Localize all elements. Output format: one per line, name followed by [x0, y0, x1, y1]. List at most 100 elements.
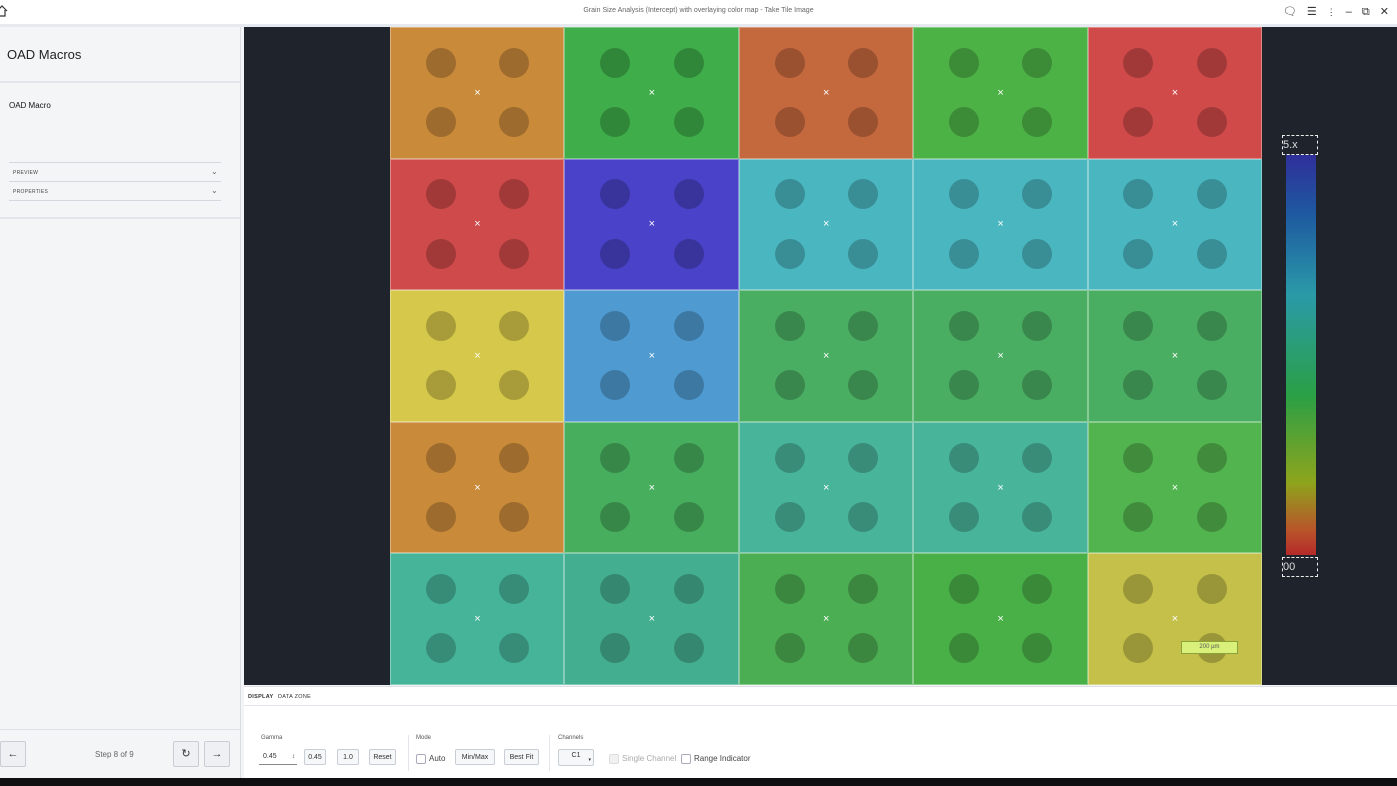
arrow-right-icon: → [211, 748, 223, 760]
pad-mark [673, 574, 704, 605]
tile-center-marker[interactable]: × [822, 481, 830, 494]
tile-image[interactable]: × × × × × × × × × × × × × × × × × × × × × × × × × [390, 27, 1262, 685]
minimize-icon[interactable]: – [1345, 6, 1352, 18]
analysis-tile[interactable]: × [564, 421, 739, 554]
tile-center-marker[interactable]: × [648, 349, 656, 362]
pad-mark [949, 370, 980, 401]
tile-center-marker[interactable]: × [1171, 481, 1179, 494]
analysis-tile[interactable]: × [564, 290, 739, 422]
tile-center-marker[interactable]: × [648, 218, 656, 231]
tile-center-marker[interactable]: × [822, 86, 830, 99]
analysis-tile[interactable]: × [738, 158, 914, 291]
analysis-tile[interactable]: × [1087, 421, 1262, 554]
pad-mark [1123, 442, 1154, 473]
image-viewer[interactable]: × × × × × × × × × × × × × × × × × × × × × × × × × 200 µm 5.x 00 [244, 27, 1397, 685]
pad-mark [1196, 501, 1227, 532]
colorbar-max-handle[interactable]: 5.x [1282, 135, 1318, 155]
range-indicator-checkbox[interactable] [681, 754, 691, 764]
tile-center-marker[interactable]: × [997, 613, 1004, 626]
analysis-tile[interactable]: × [738, 27, 914, 159]
pad-mark [1123, 179, 1154, 210]
tab-data-zone[interactable]: DATA ZONE [278, 694, 312, 700]
analysis-tile[interactable]: × [1087, 158, 1262, 291]
analysis-tile[interactable]: × [390, 158, 565, 291]
color-map-legend[interactable] [1286, 155, 1316, 555]
tile-center-marker[interactable]: × [997, 86, 1004, 99]
single-channel-checkbox[interactable] [609, 754, 619, 764]
gamma-reset-button[interactable]: Reset [369, 749, 396, 765]
analysis-tile[interactable]: × [738, 290, 914, 422]
auto-checkbox[interactable] [416, 754, 426, 764]
tab-display[interactable]: DISPLAY [248, 694, 274, 700]
analysis-tile[interactable]: × [1087, 290, 1262, 422]
tile-center-marker[interactable]: × [648, 86, 656, 99]
tile-center-marker[interactable]: × [997, 218, 1004, 231]
bestfit-button[interactable]: Best Fit [504, 749, 539, 765]
tile-center-marker[interactable]: × [648, 613, 656, 626]
analysis-tile[interactable]: × [913, 421, 1088, 554]
tile-center-marker[interactable]: × [474, 349, 481, 362]
tile-center-marker[interactable]: × [1171, 613, 1179, 626]
step-indicator: Step 8 of 9 [95, 750, 134, 759]
tile-center-marker[interactable]: × [474, 86, 481, 99]
tile-center-marker[interactable]: × [822, 349, 830, 362]
menu-icon[interactable]: ☰ [1306, 6, 1317, 18]
analysis-tile[interactable]: × [913, 158, 1088, 291]
close-icon[interactable]: ✕ [1379, 6, 1389, 18]
pad-mark [499, 370, 530, 401]
tile-center-marker[interactable]: × [997, 349, 1004, 362]
analysis-tile[interactable]: × [564, 27, 739, 159]
analysis-tile[interactable]: × [390, 421, 565, 554]
section-properties[interactable]: PROPERTIES ⌄ [9, 181, 221, 201]
pad-mark [425, 633, 456, 664]
gamma-preset-10[interactable]: 1.0 [337, 749, 359, 765]
analysis-tile[interactable]: × [913, 553, 1088, 685]
more-icon[interactable]: ⋮ [1326, 7, 1336, 17]
minmax-button[interactable]: Min/Max [455, 749, 495, 765]
gamma-preset-045[interactable]: 0.45 [304, 749, 326, 765]
tile-center-marker[interactable]: × [1171, 349, 1179, 362]
restore-icon[interactable]: ⧉ [1361, 6, 1370, 18]
spinner-icon[interactable]: ↕ [292, 754, 295, 760]
analysis-tile[interactable]: × [913, 27, 1088, 159]
pad-mark [949, 238, 980, 269]
back-button[interactable]: ← [0, 741, 26, 767]
refresh-button[interactable]: ↻ [173, 741, 199, 767]
analysis-tile[interactable]: × [738, 421, 914, 554]
analysis-tile[interactable]: × [738, 553, 914, 685]
chat-icon[interactable]: 🗨 [1282, 6, 1297, 18]
scale-bar: 200 µm [1181, 641, 1238, 654]
colorbar-min-handle[interactable]: 00 [1282, 557, 1318, 577]
section-preview[interactable]: PREVIEW ⌄ [9, 162, 221, 181]
tile-center-marker[interactable]: × [648, 481, 656, 494]
tile-center-marker[interactable]: × [1171, 86, 1179, 99]
tile-center-marker[interactable]: × [474, 218, 481, 231]
analysis-tile[interactable]: × [564, 158, 739, 291]
pad-mark [1196, 238, 1227, 269]
taskbar [0, 778, 1397, 786]
gamma-input[interactable]: 0.45 ↕ [259, 749, 297, 765]
analysis-tile[interactable]: × [913, 290, 1088, 422]
panel-tabs: DISPLAY DATA ZONE [244, 687, 1397, 706]
analysis-tile[interactable]: × [390, 290, 565, 422]
next-button[interactable]: → [204, 741, 230, 767]
channels-label: Channels [558, 735, 584, 741]
analysis-tile[interactable]: × [1087, 27, 1262, 159]
tile-center-marker[interactable]: × [997, 481, 1004, 494]
analysis-tile[interactable]: × [1087, 553, 1262, 685]
analysis-tile[interactable]: × [390, 27, 565, 159]
pad-mark [1022, 238, 1053, 269]
channel-select[interactable]: C1 ▾ [558, 749, 594, 766]
range-indicator-label: Range Indicator [694, 754, 751, 763]
tile-center-marker[interactable]: × [1171, 218, 1179, 231]
tile-center-marker[interactable]: × [474, 613, 481, 626]
tile-center-marker[interactable]: × [822, 613, 830, 626]
tile-center-marker[interactable]: × [474, 481, 481, 494]
analysis-tile[interactable]: × [564, 553, 739, 685]
pad-mark [949, 310, 980, 341]
analysis-tile[interactable]: × [390, 553, 565, 685]
pad-mark [499, 633, 530, 664]
home-icon[interactable] [0, 5, 8, 17]
channel-value: C1 [571, 752, 581, 759]
tile-center-marker[interactable]: × [822, 218, 830, 231]
